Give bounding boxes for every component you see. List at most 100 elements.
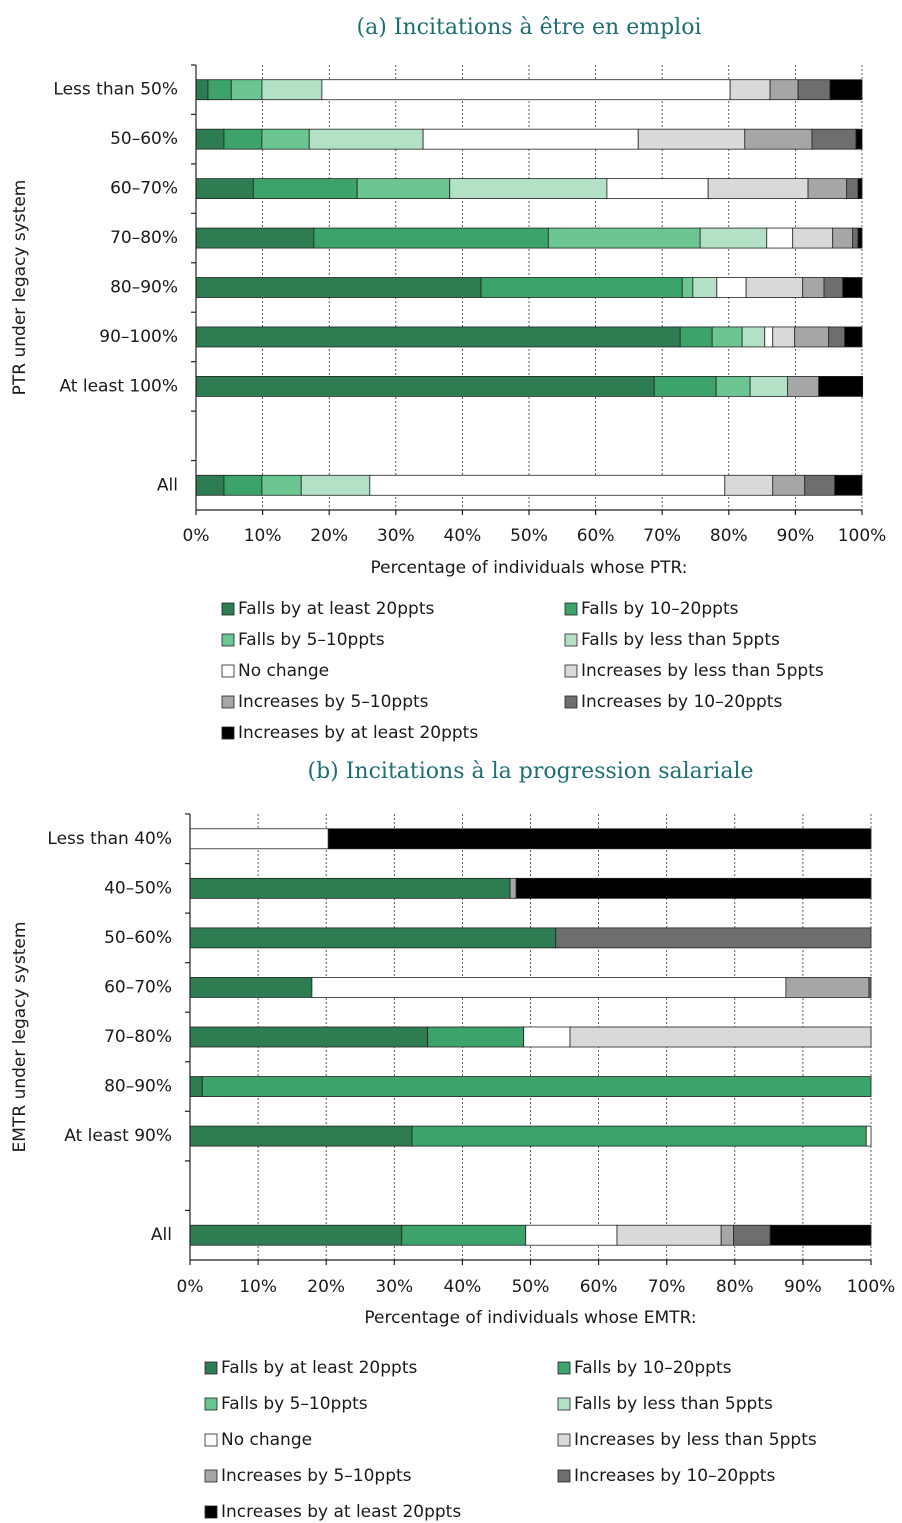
bar-segment <box>195 79 209 101</box>
bar-segment <box>846 178 859 200</box>
bar-segment <box>449 178 608 200</box>
bar-segment <box>252 178 358 200</box>
y-tick-label: 60–70% <box>110 179 178 199</box>
bar-segment <box>189 1125 413 1147</box>
bar-segment <box>769 1224 872 1246</box>
x-tick-label: 80% <box>710 526 748 546</box>
y-tick-label: 90–100% <box>99 327 178 347</box>
bar-segment <box>189 828 329 850</box>
y-tick-label: 50–60% <box>110 129 178 149</box>
bar-segment <box>823 277 844 298</box>
y-tick-label: At least 100% <box>59 376 178 396</box>
legend-swatch <box>557 1397 571 1411</box>
bar-segment <box>201 1076 872 1097</box>
bar-segment <box>766 227 794 249</box>
bar-segment <box>356 178 451 200</box>
bar-segment <box>195 128 225 150</box>
x-tick-label: 80% <box>716 1277 754 1297</box>
bar-segment <box>230 79 263 101</box>
bar-segment <box>189 927 557 949</box>
bar-segment <box>857 227 863 249</box>
y-tick-label: 60–70% <box>104 977 172 997</box>
bar-segment <box>794 326 830 348</box>
bar-segment <box>787 375 820 397</box>
legend-swatch <box>221 664 235 678</box>
bar-segment <box>811 128 857 150</box>
legend-label: Increases by 5–10ppts <box>238 692 429 712</box>
legend-label: Increases by less than 5ppts <box>581 661 824 681</box>
legend-swatch <box>221 602 235 616</box>
legend-label: Increases by 10–20ppts <box>581 692 782 712</box>
bar-segment <box>207 79 232 101</box>
y-tick-label: 70–80% <box>110 228 178 248</box>
bar-segment <box>844 326 863 348</box>
legend-label: Falls by at least 20ppts <box>221 1358 417 1378</box>
bar-segment <box>802 277 825 298</box>
bar-segment <box>733 1224 771 1246</box>
x-tick-label: 70% <box>643 526 681 546</box>
legend-label: Increases by at least 20ppts <box>221 1502 461 1522</box>
x-tick-label: 90% <box>784 1277 822 1297</box>
legend-label: Increases by 10–20ppts <box>574 1466 775 1486</box>
x-tick-label: 60% <box>580 1277 618 1297</box>
bar-segment <box>653 375 717 397</box>
bar-segment <box>509 877 517 899</box>
legend-label: Increases by less than 5ppts <box>574 1430 817 1450</box>
y-tick-label: At least 90% <box>64 1126 172 1146</box>
bar-segment <box>261 79 323 101</box>
y-tick-label: 80–90% <box>104 1077 172 1097</box>
bar-segment <box>729 79 771 101</box>
bar-segment <box>369 474 726 496</box>
legend-label: No change <box>221 1430 312 1450</box>
x-tick-label: 60% <box>577 526 615 546</box>
x-tick-label: 0% <box>177 1277 204 1297</box>
legend-swatch <box>204 1505 218 1519</box>
bar-segment <box>480 277 683 298</box>
bar-segment <box>707 178 809 200</box>
x-tick-label: 30% <box>377 526 415 546</box>
bar-segment <box>189 877 511 899</box>
bar-segment <box>261 128 310 150</box>
bar-segment <box>195 227 315 249</box>
legend-label: No change <box>238 661 329 681</box>
bar-segment <box>427 1026 525 1048</box>
x-tick-label: 20% <box>307 1277 345 1297</box>
bar-segment <box>772 326 796 348</box>
legend-swatch <box>204 1433 218 1447</box>
bar-segment <box>411 1125 867 1147</box>
bar-segment <box>792 227 834 249</box>
bar-segment <box>865 1125 872 1147</box>
y-axis-label: PTR under legacy system <box>10 180 30 396</box>
legend-label: Increases by 5–10ppts <box>221 1466 412 1486</box>
bar-segment <box>569 1026 872 1048</box>
bar-segment <box>828 326 846 348</box>
y-tick-label: All <box>157 475 178 495</box>
y-tick-label: All <box>151 1225 172 1245</box>
bar-segment <box>741 326 766 348</box>
bar-segment <box>857 178 863 200</box>
x-tick-label: 30% <box>375 1277 413 1297</box>
legend-swatch <box>221 633 235 647</box>
bar-segment <box>868 977 872 998</box>
y-axis-label: EMTR under legacy system <box>10 922 30 1153</box>
bar-segment <box>797 79 831 101</box>
bar-segment <box>195 375 655 397</box>
bar-segment <box>223 128 263 150</box>
legend-swatch <box>557 1469 571 1483</box>
bar-segment <box>715 375 751 397</box>
x-tick-label: 0% <box>183 526 210 546</box>
legend-swatch <box>204 1469 218 1483</box>
bar-segment <box>195 474 225 496</box>
bar-segment <box>744 128 813 150</box>
bar-segment <box>300 474 371 496</box>
chart-title: (a) Incitations à être en emploi <box>357 15 702 40</box>
bar-segment <box>313 227 549 249</box>
x-tick-label: 40% <box>444 526 482 546</box>
bar-segment <box>189 1076 203 1097</box>
bar-segment <box>829 79 863 101</box>
bar-segment <box>189 977 313 998</box>
bar-segment <box>852 227 859 249</box>
bar-segment <box>692 277 718 298</box>
y-tick-label: 70–80% <box>104 1027 172 1047</box>
